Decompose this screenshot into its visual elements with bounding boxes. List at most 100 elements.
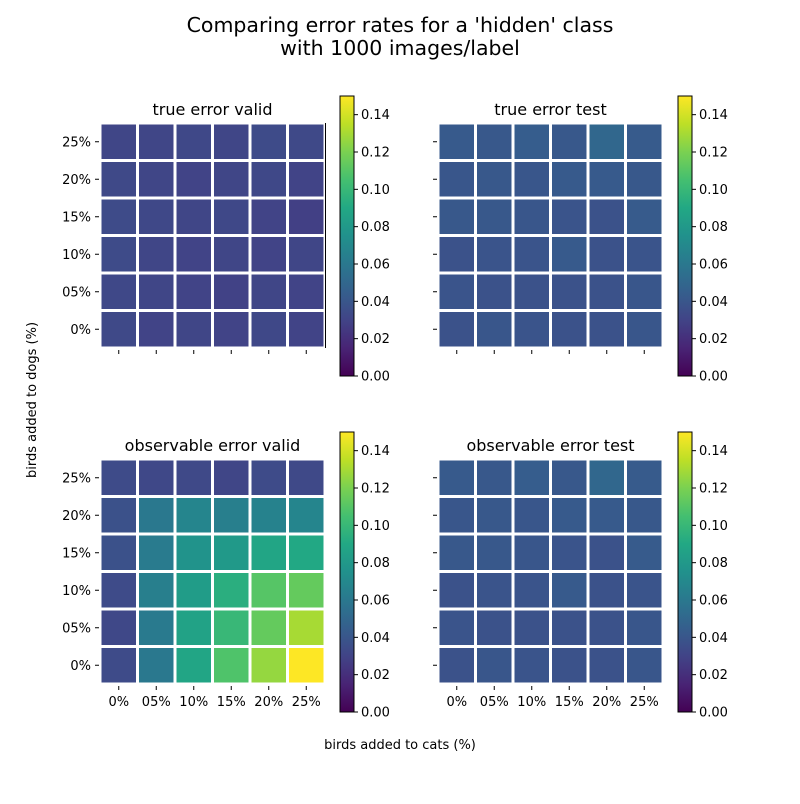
colorbar: 0.00 0.02 0.04 0.06 0.08 0.10 0.12 0.14 xyxy=(339,431,390,721)
heatmap-cell xyxy=(286,532,327,573)
x-ticks: 0% 05% 10% 15% 20% 25% xyxy=(446,686,659,710)
heatmap-cell xyxy=(173,271,214,312)
heatmap-cell xyxy=(474,532,515,573)
heatmap-cell xyxy=(136,121,177,162)
heatmap-cell xyxy=(511,234,552,275)
colorbar-tick-label: 0.02 xyxy=(361,668,390,683)
heatmap-cell xyxy=(474,121,515,162)
heatmap-cell xyxy=(211,495,252,536)
heatmap-cells xyxy=(98,121,327,350)
heatmap-cell xyxy=(511,607,552,648)
heatmap-cell xyxy=(624,271,665,312)
x-tick-label: 10% xyxy=(179,695,208,710)
heatmap-cell xyxy=(436,159,477,200)
heatmap-cell xyxy=(286,645,327,686)
heatmap-cell xyxy=(511,159,552,200)
colorbar-tick-label: 0.10 xyxy=(699,183,728,198)
heatmap-cells xyxy=(436,457,665,686)
heatmap-cell xyxy=(286,159,327,200)
colorbar-tick-label: 0.06 xyxy=(699,258,728,273)
x-ticks xyxy=(456,350,645,354)
heatmap-cell xyxy=(136,495,177,536)
heatmap-cell xyxy=(586,309,627,350)
figure-title-line-1: Comparing error rates for a 'hidden' cla… xyxy=(187,13,614,37)
heatmap-cells xyxy=(436,121,665,350)
heatmap-cell xyxy=(286,457,327,498)
heatmap-cell xyxy=(436,121,477,162)
heatmap-cell xyxy=(436,457,477,498)
colorbar-tick-label: 0.06 xyxy=(361,594,390,609)
heatmap-cell xyxy=(511,121,552,162)
colorbar-tick-label: 0.14 xyxy=(699,444,728,459)
y-tick-label: 25% xyxy=(62,135,91,150)
heatmap-cell xyxy=(136,457,177,498)
heatmap-cell xyxy=(624,645,665,686)
heatmap-panels: true error valid0%05%10%15%20%25%0.000.0… xyxy=(62,95,728,721)
colorbar-tick-label: 0.00 xyxy=(699,706,728,721)
heatmap-cell xyxy=(211,271,252,312)
x-tick-label: 05% xyxy=(480,695,509,710)
colorbar-tick-label: 0.04 xyxy=(361,295,390,310)
heatmap-cell xyxy=(211,121,252,162)
heatmap-cell xyxy=(436,495,477,536)
colorbar-gradient xyxy=(677,95,693,377)
heatmap-cell xyxy=(286,607,327,648)
heatmap-cell xyxy=(436,309,477,350)
heatmap-cell xyxy=(173,196,214,237)
heatmap-cell xyxy=(586,532,627,573)
heatmap-cell xyxy=(173,159,214,200)
heatmap-cell xyxy=(286,196,327,237)
figure-y-axis-label: birds added to dogs (%) xyxy=(25,322,40,478)
heatmap-cell xyxy=(98,271,139,312)
heatmap-cell xyxy=(173,457,214,498)
heatmap-cell xyxy=(549,607,590,648)
heatmap-cell xyxy=(136,570,177,611)
heatmap-cell xyxy=(511,457,552,498)
colorbar-tick-label: 0.00 xyxy=(699,370,728,385)
heatmap-cell xyxy=(436,607,477,648)
heatmap-cell xyxy=(586,495,627,536)
colorbar-tick-label: 0.14 xyxy=(361,444,390,459)
y-tick-label: 05% xyxy=(62,285,91,300)
heatmap-cell xyxy=(248,309,289,350)
x-tick-label: 0% xyxy=(446,695,467,710)
heatmap-cell xyxy=(248,121,289,162)
heatmap-cell xyxy=(436,645,477,686)
y-tick-label: 05% xyxy=(62,621,91,636)
heatmap-cell xyxy=(211,532,252,573)
heatmap-cell xyxy=(586,121,627,162)
heatmap-cell xyxy=(136,607,177,648)
heatmap-cell xyxy=(173,309,214,350)
heatmap-cell xyxy=(549,457,590,498)
panel-title: true error test xyxy=(494,100,606,119)
heatmap-panel-3: observable error valid0%05%10%15%20%25%0… xyxy=(62,431,390,721)
colorbar-tick-label: 0.02 xyxy=(699,332,728,347)
heatmap-cell xyxy=(549,309,590,350)
heatmap-cell xyxy=(511,495,552,536)
x-tick-label: 25% xyxy=(630,695,659,710)
heatmap-cell xyxy=(98,532,139,573)
heatmap-cell xyxy=(248,457,289,498)
colorbar-gradient xyxy=(677,431,693,713)
colorbar-tick-label: 0.06 xyxy=(361,258,390,273)
colorbar-tick-label: 0.04 xyxy=(699,631,728,646)
heatmap-cell xyxy=(286,271,327,312)
heatmap-cell xyxy=(549,159,590,200)
colorbar-tick-label: 0.08 xyxy=(699,220,728,235)
heatmap-cell xyxy=(211,570,252,611)
figure-x-axis-label: birds added to cats (%) xyxy=(324,738,476,753)
x-tick-label: 15% xyxy=(555,695,584,710)
heatmap-cell xyxy=(586,159,627,200)
heatmap-cell xyxy=(136,234,177,275)
heatmap-cell xyxy=(173,495,214,536)
heatmap-cell xyxy=(511,645,552,686)
colorbar-tick-label: 0.06 xyxy=(699,594,728,609)
heatmap-cell xyxy=(474,645,515,686)
heatmap-cell xyxy=(173,607,214,648)
y-tick-label: 20% xyxy=(62,509,91,524)
heatmap-cell xyxy=(98,607,139,648)
heatmap-cell xyxy=(624,607,665,648)
x-tick-label: 20% xyxy=(592,695,621,710)
heatmap-cell xyxy=(549,234,590,275)
